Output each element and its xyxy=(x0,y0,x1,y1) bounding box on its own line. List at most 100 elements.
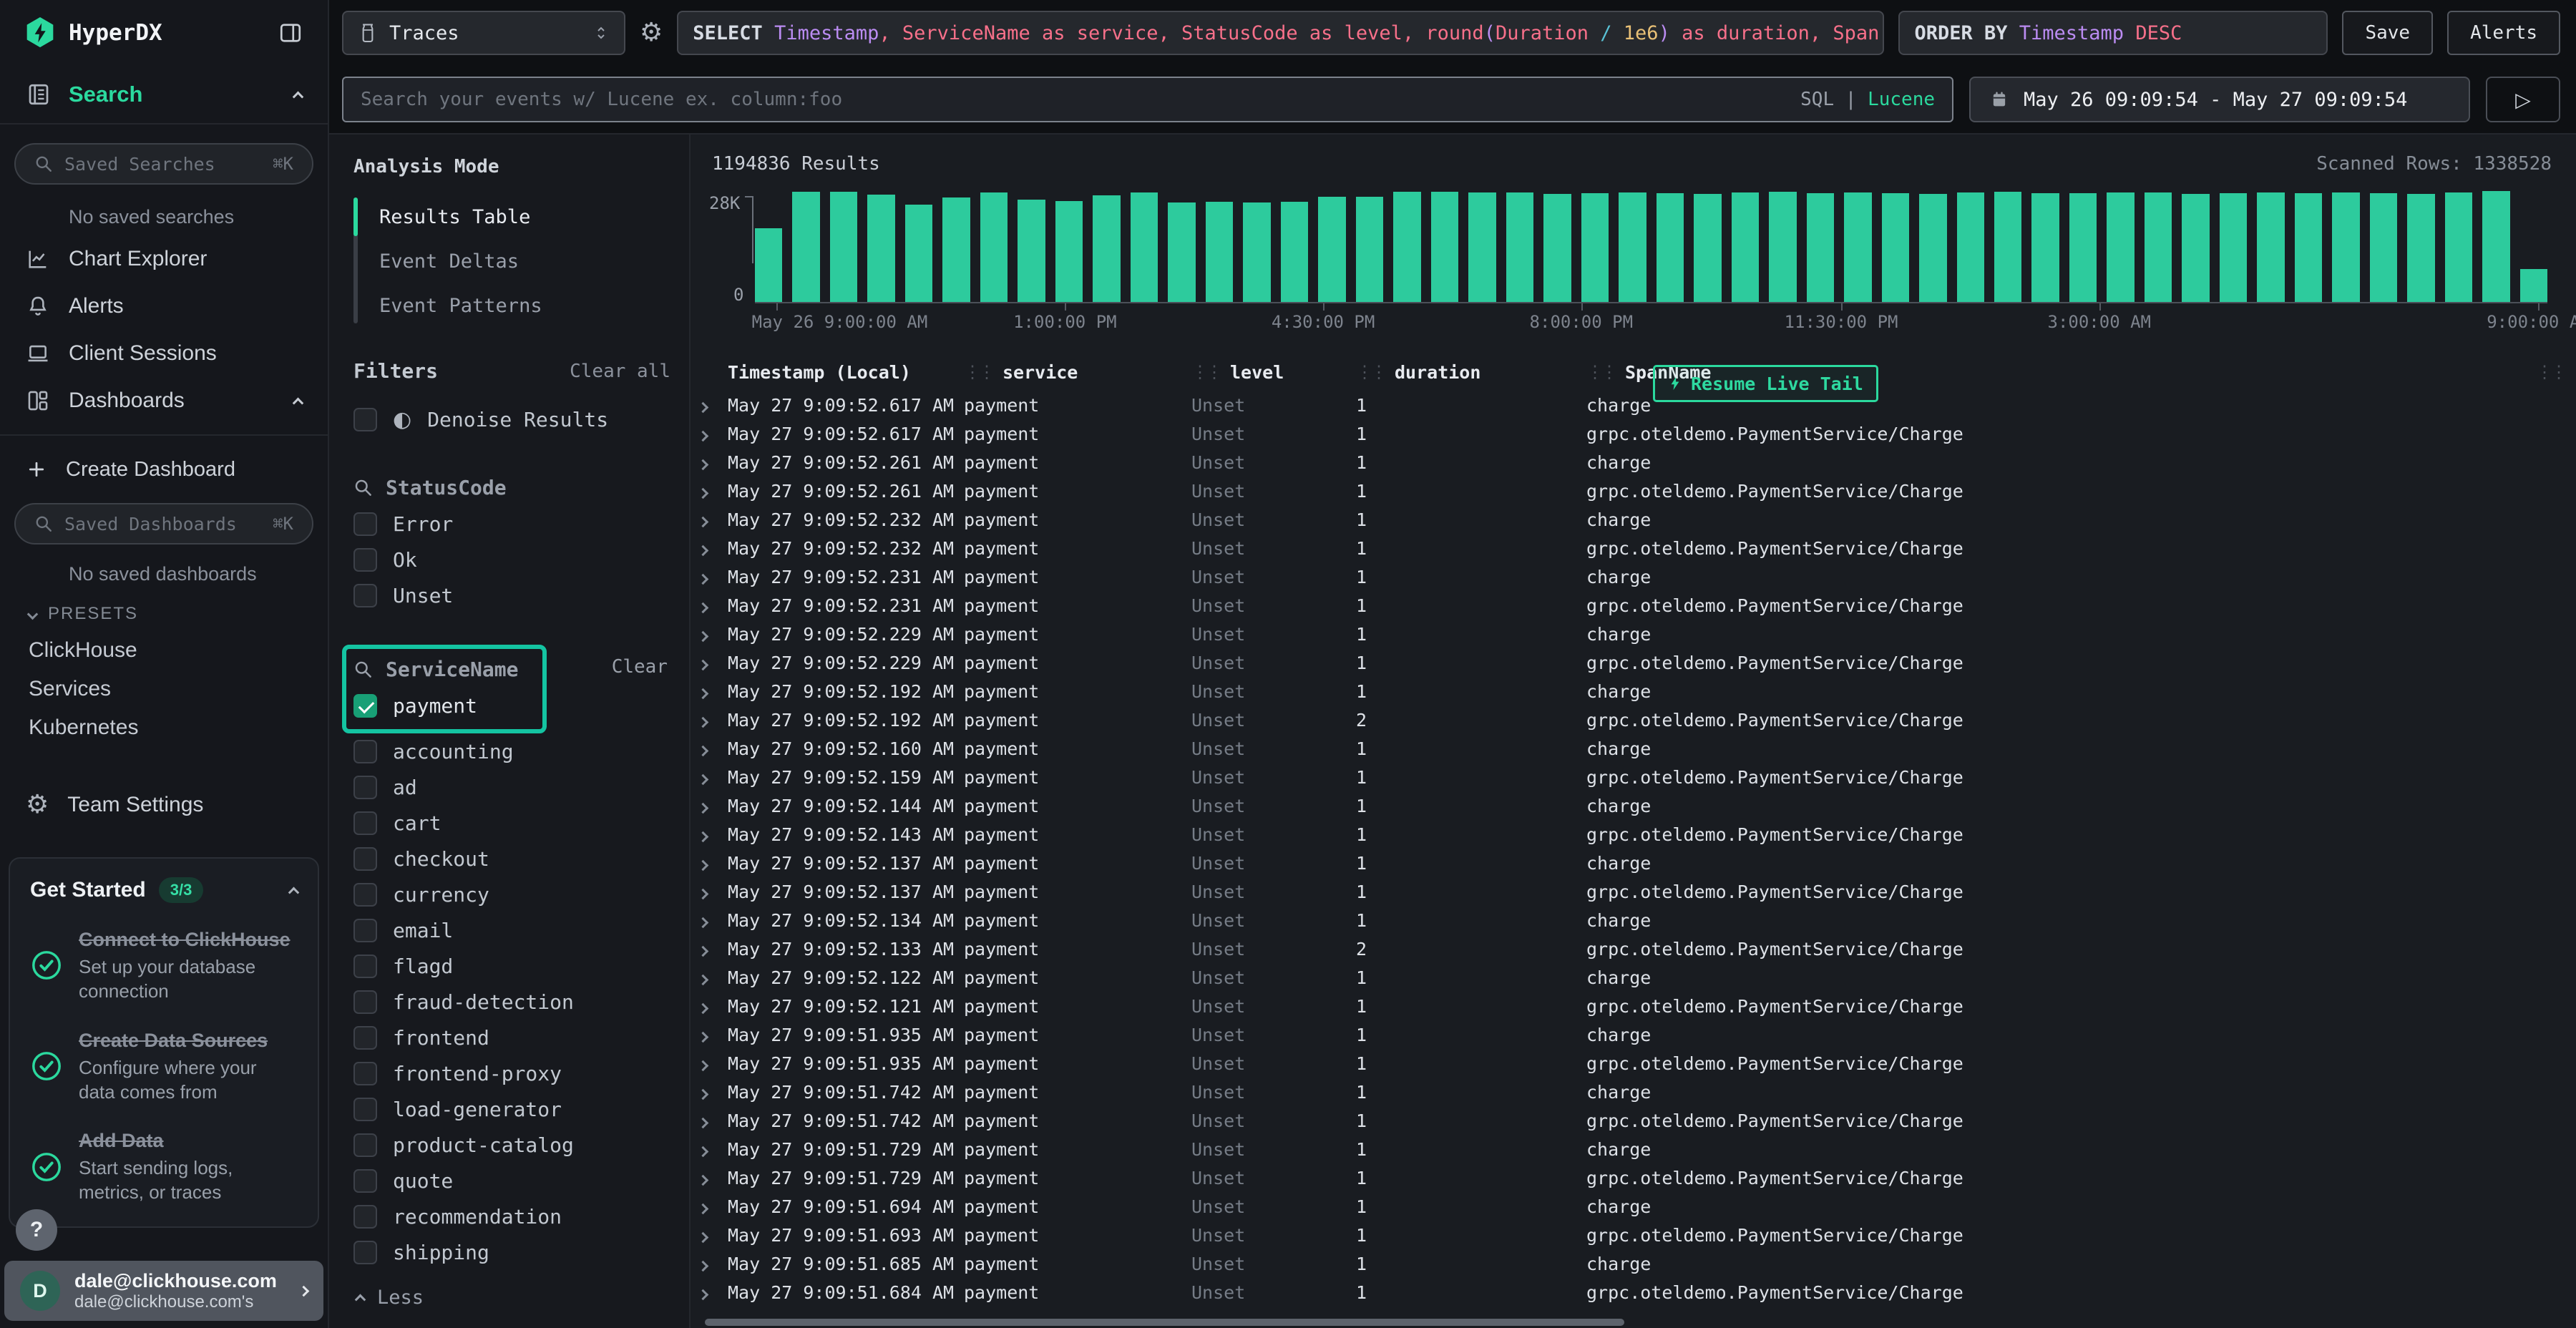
checkbox[interactable] xyxy=(353,1062,377,1085)
servicename-header[interactable]: ServiceName xyxy=(353,650,531,688)
chevron-up-icon[interactable] xyxy=(288,887,300,898)
filter-checkbox-row-payment[interactable]: payment xyxy=(353,688,531,723)
preset-dashboard-link[interactable]: Services xyxy=(0,670,328,708)
histogram-bar[interactable] xyxy=(2031,193,2059,302)
expand-row-chevron-icon[interactable] xyxy=(699,538,728,559)
checkbox[interactable] xyxy=(353,548,377,572)
column-grip-icon[interactable]: ⋮⋮ xyxy=(2536,362,2565,382)
histogram-bar[interactable] xyxy=(1769,192,1796,302)
source-select[interactable]: Traces xyxy=(342,11,625,55)
table-row[interactable]: May 27 9:09:51.694 AM payment Unset 1 ch… xyxy=(691,1192,2576,1221)
table-row[interactable]: May 27 9:09:52.229 AM payment Unset 1 gr… xyxy=(691,648,2576,677)
histogram-bar[interactable] xyxy=(1018,200,1045,302)
expand-row-chevron-icon[interactable] xyxy=(699,853,728,874)
histogram-bar[interactable] xyxy=(792,192,819,302)
histogram-bar[interactable] xyxy=(2145,192,2172,302)
table-row[interactable]: May 27 9:09:52.261 AM payment Unset 1 ch… xyxy=(691,448,2576,477)
histogram-bar[interactable] xyxy=(1844,192,1871,302)
time-range-picker[interactable]: May 26 09:09:54 - May 27 09:09:54 xyxy=(1969,77,2470,122)
table-row[interactable]: May 27 9:09:51.684 AM payment Unset 1 gr… xyxy=(691,1278,2576,1307)
histogram-bar[interactable] xyxy=(2520,269,2547,302)
expand-row-chevron-icon[interactable] xyxy=(699,1196,728,1217)
histogram-bar[interactable] xyxy=(2370,193,2397,302)
histogram-bar[interactable] xyxy=(1619,192,1646,302)
histogram-bar[interactable] xyxy=(1243,202,1270,302)
expand-row-chevron-icon[interactable] xyxy=(699,967,728,988)
alerts-button[interactable]: Alerts xyxy=(2447,11,2560,55)
filter-checkbox-row[interactable]: cart xyxy=(353,805,670,841)
table-row[interactable]: May 27 9:09:52.232 AM payment Unset 1 gr… xyxy=(691,534,2576,562)
sidebar-item-dashboards[interactable]: Dashboards xyxy=(0,377,328,424)
sidebar-item-client-sessions[interactable]: Client Sessions xyxy=(0,330,328,377)
filter-checkbox-row[interactable]: shipping xyxy=(353,1234,670,1270)
histogram-bar[interactable] xyxy=(755,228,782,302)
checkbox[interactable] xyxy=(353,1205,377,1229)
histogram-bar[interactable] xyxy=(2069,193,2097,302)
filter-checkbox-row[interactable]: ad xyxy=(353,769,670,805)
table-row[interactable]: May 27 9:09:52.133 AM payment Unset 2 gr… xyxy=(691,934,2576,963)
histogram-bar[interactable] xyxy=(1093,195,1120,302)
histogram-bar[interactable] xyxy=(2257,192,2284,302)
checkbox[interactable] xyxy=(353,1241,377,1264)
filter-checkbox-row[interactable]: Error xyxy=(353,506,670,542)
histogram-bar[interactable] xyxy=(2332,192,2359,302)
histogram-bar[interactable] xyxy=(2445,192,2472,302)
column-header-level[interactable]: ⋮⋮level xyxy=(1191,362,1356,383)
table-row[interactable]: May 27 9:09:52.143 AM payment Unset 1 gr… xyxy=(691,820,2576,849)
table-row[interactable]: May 27 9:09:52.192 AM payment Unset 2 gr… xyxy=(691,706,2576,734)
denoise-results-checkbox[interactable]: ◐ Denoise Results xyxy=(353,401,670,437)
get-started-item[interactable]: Create Data Sources Configure where your… xyxy=(30,1028,298,1105)
column-grip-icon[interactable]: ⋮⋮ xyxy=(964,362,992,382)
histogram-bar[interactable] xyxy=(1506,192,1533,302)
preset-dashboard-link[interactable]: ClickHouse xyxy=(0,631,328,670)
expand-row-chevron-icon[interactable] xyxy=(699,452,728,473)
presets-toggle[interactable]: PRESETS xyxy=(0,592,328,631)
column-header-duration[interactable]: ⋮⋮duration xyxy=(1356,362,1586,383)
expand-row-chevron-icon[interactable] xyxy=(699,1025,728,1045)
histogram-bar[interactable] xyxy=(2482,191,2509,302)
filter-checkbox-row[interactable]: recommendation xyxy=(353,1198,670,1234)
expand-row-chevron-icon[interactable] xyxy=(699,1225,728,1246)
checkbox[interactable] xyxy=(353,740,377,763)
expand-row-chevron-icon[interactable] xyxy=(699,710,728,731)
table-row[interactable]: May 27 9:09:52.137 AM payment Unset 1 ch… xyxy=(691,849,2576,877)
expand-row-chevron-icon[interactable] xyxy=(699,595,728,616)
table-row[interactable]: May 27 9:09:52.192 AM payment Unset 1 ch… xyxy=(691,677,2576,706)
expand-row-chevron-icon[interactable] xyxy=(699,738,728,759)
histogram-bar[interactable] xyxy=(1131,192,1158,302)
checkbox[interactable] xyxy=(353,1133,377,1157)
histogram-bar[interactable] xyxy=(1543,194,1571,302)
collapse-sidebar-icon[interactable] xyxy=(278,20,303,46)
expand-row-chevron-icon[interactable] xyxy=(699,481,728,502)
app-logo[interactable]: HyperDX xyxy=(24,16,162,50)
filter-checkbox-row[interactable]: load-generator xyxy=(353,1091,670,1127)
histogram-bar[interactable] xyxy=(1694,194,1721,302)
create-dashboard-button[interactable]: Create Dashboard xyxy=(0,446,328,493)
filter-checkbox-row[interactable]: email xyxy=(353,912,670,948)
expand-row-chevron-icon[interactable] xyxy=(699,653,728,673)
filter-checkbox-row[interactable]: Ok xyxy=(353,542,670,577)
table-row[interactable]: May 27 9:09:52.617 AM payment Unset 1 ch… xyxy=(691,391,2576,419)
expand-row-chevron-icon[interactable] xyxy=(699,1168,728,1188)
histogram-bar[interactable] xyxy=(1318,197,1345,302)
source-settings-gear-icon[interactable]: ⚙ xyxy=(640,20,663,46)
histogram-bar[interactable] xyxy=(2220,193,2247,302)
expand-row-chevron-icon[interactable] xyxy=(699,882,728,902)
table-row[interactable]: May 27 9:09:51.935 AM payment Unset 1 gr… xyxy=(691,1049,2576,1078)
histogram-bar[interactable] xyxy=(830,192,857,302)
table-row[interactable]: May 27 9:09:52.232 AM payment Unset 1 ch… xyxy=(691,505,2576,534)
expand-row-chevron-icon[interactable] xyxy=(699,796,728,816)
histogram-bar[interactable] xyxy=(1657,193,1684,302)
expand-row-chevron-icon[interactable] xyxy=(699,1053,728,1074)
expand-row-chevron-icon[interactable] xyxy=(699,1082,728,1103)
table-row[interactable]: May 27 9:09:52.160 AM payment Unset 1 ch… xyxy=(691,734,2576,763)
checkbox[interactable] xyxy=(353,954,377,978)
expand-row-chevron-icon[interactable] xyxy=(699,624,728,645)
mode-event-patterns[interactable]: Event Patterns xyxy=(353,283,670,328)
run-search-button[interactable]: ▷ xyxy=(2486,77,2560,122)
table-row[interactable]: May 27 9:09:51.935 AM payment Unset 1 ch… xyxy=(691,1020,2576,1049)
histogram-bar[interactable] xyxy=(905,205,932,302)
saved-dashboards-input[interactable]: Saved Dashboards ⌘K xyxy=(14,503,313,545)
get-started-item[interactable]: Add Data Start sending logs, metrics, or… xyxy=(30,1128,298,1205)
histogram-bar[interactable] xyxy=(2295,193,2322,302)
